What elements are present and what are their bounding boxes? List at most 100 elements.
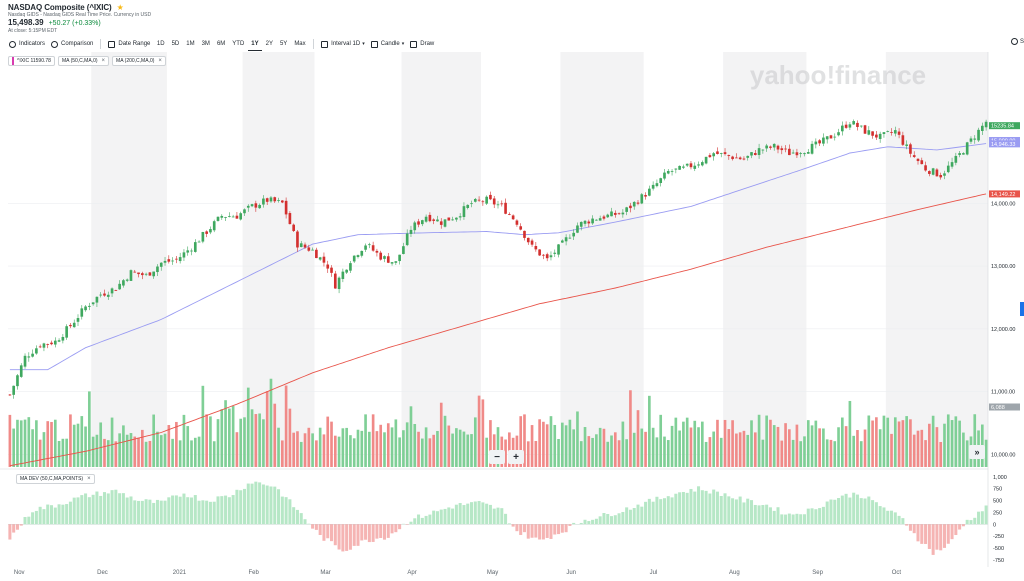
candle-body	[765, 145, 768, 149]
close-icon[interactable]: ×	[87, 476, 91, 482]
star-icon[interactable]: ★	[116, 2, 124, 12]
side-panel-tab[interactable]	[1020, 302, 1024, 316]
legend-ma50-chip[interactable]: MA (50,C,MA,0) ×	[57, 56, 110, 66]
candle-body	[977, 129, 980, 141]
close-icon[interactable]: ×	[101, 58, 106, 64]
volume-bar	[579, 441, 583, 467]
range-ytd[interactable]: YTD	[232, 41, 245, 47]
legend-ma-dev-chip[interactable]: MA DEV (50,C,MA,POINTS) ×	[16, 474, 95, 484]
ma-dev-bar	[753, 504, 757, 525]
volume-bar	[375, 431, 379, 467]
ma-dev-bar	[258, 482, 262, 525]
volume-bar	[542, 421, 545, 467]
ma-dev-bar	[977, 511, 981, 525]
candle-body	[806, 152, 810, 154]
comparison-button[interactable]: Comparison	[48, 37, 96, 51]
volume-bar	[788, 429, 791, 467]
volume-bar	[508, 432, 511, 467]
range-5d[interactable]: 5D	[171, 41, 180, 47]
volume-bar	[311, 433, 314, 467]
ma-dev-bar	[984, 505, 988, 525]
range-6m[interactable]: 6M	[216, 41, 226, 47]
ma-dev-bar	[825, 501, 829, 525]
ma-dev-bar	[428, 514, 432, 525]
scroll-to-end-button[interactable]: »	[969, 445, 985, 459]
candle-body	[118, 283, 121, 290]
ma-dev-bar	[727, 496, 731, 525]
ma-dev-bar	[704, 490, 708, 525]
price-tag-label: 6,088	[991, 405, 1005, 411]
legend-ma200-chip[interactable]: MA (200,C,MA,0) ×	[112, 56, 166, 66]
close-icon[interactable]: ×	[158, 58, 162, 64]
range-1d[interactable]: 1D	[156, 41, 165, 47]
price-chart[interactable]: yahoo!finance 10,000.00 11,000.00 12,000.0…	[0, 52, 1024, 581]
candlesticks[interactable]	[8, 119, 988, 399]
range-3m[interactable]: 3M	[201, 41, 210, 47]
candle-body	[163, 260, 167, 263]
draw-button[interactable]: Draw	[407, 37, 437, 51]
candle-body	[530, 240, 534, 245]
ma-dev-bar	[772, 510, 776, 525]
candle-body	[912, 155, 916, 157]
ma-dev-bar	[492, 508, 496, 525]
ma-dev-bar	[488, 504, 492, 525]
candle-body	[193, 242, 197, 252]
volume-bar	[125, 434, 129, 467]
settings-button[interactable]: S	[1010, 38, 1024, 45]
ma-dev-bar	[583, 519, 587, 525]
volume-bar	[239, 418, 243, 467]
legend-symbol-chip[interactable]: ^IXIC 11590.78	[8, 56, 55, 66]
ma-dev-bar	[76, 497, 80, 525]
candle-body	[549, 255, 553, 258]
volume-bar	[973, 414, 977, 467]
ma-dev-bar	[969, 520, 973, 525]
volume-bar	[924, 440, 927, 467]
range-max[interactable]: Max	[294, 41, 306, 47]
price-tick-label: 10,000.00	[991, 452, 1015, 458]
date-range-button[interactable]: Date Range	[105, 37, 153, 51]
ma-dev-bar	[477, 501, 481, 525]
candle-body	[742, 158, 746, 160]
volume-bar	[212, 441, 216, 467]
volume-bar	[262, 419, 265, 467]
x-tick-label: Feb	[248, 570, 259, 576]
ma-dev-bar	[697, 486, 701, 525]
candle-body	[156, 266, 159, 273]
volume-bar	[685, 417, 689, 467]
ma-dev-bar	[897, 515, 901, 525]
candle-body	[246, 205, 250, 208]
ma-dev-bar	[500, 508, 504, 525]
ma-dev-bar	[186, 497, 190, 525]
volume-bar	[678, 430, 681, 467]
legend-ma50-label: MA (50,C,MA,0)	[61, 58, 98, 64]
volume-bar	[882, 415, 886, 467]
zoom-in-button[interactable]: +	[508, 450, 524, 464]
volume-bar	[818, 428, 821, 467]
candle-body	[205, 231, 208, 234]
zoom-out-button[interactable]: −	[489, 450, 505, 464]
ma-dev-bar	[42, 509, 46, 525]
range-1m[interactable]: 1M	[186, 41, 195, 47]
volume-bar	[606, 441, 610, 467]
ma-dev-bar	[224, 495, 228, 525]
volume-bar	[799, 441, 803, 467]
candle-body	[175, 258, 178, 260]
ma-dev-bar	[311, 524, 315, 529]
indicators-button[interactable]: Indicators	[6, 37, 48, 51]
quote-change: +50.27 (+0.33%)	[48, 20, 101, 27]
chevron-down-icon: ▾	[401, 41, 405, 47]
candle-body	[523, 230, 526, 238]
ma-dev-bar	[348, 524, 352, 550]
ma-dev-bar	[833, 499, 837, 525]
candle-body	[595, 219, 598, 221]
volume-bar	[315, 440, 318, 467]
candle-body	[685, 163, 689, 166]
chart-type-button[interactable]: Candle ▾	[368, 37, 408, 51]
interval-button[interactable]: Interval 1D ▾	[318, 37, 368, 51]
range-2y[interactable]: 2Y	[265, 41, 273, 47]
volume-bar	[878, 429, 882, 467]
volume-bar	[791, 439, 795, 467]
range-5y[interactable]: 5Y	[279, 41, 288, 47]
range-1y[interactable]: 1Y	[247, 37, 263, 51]
volume-bar	[352, 438, 356, 467]
